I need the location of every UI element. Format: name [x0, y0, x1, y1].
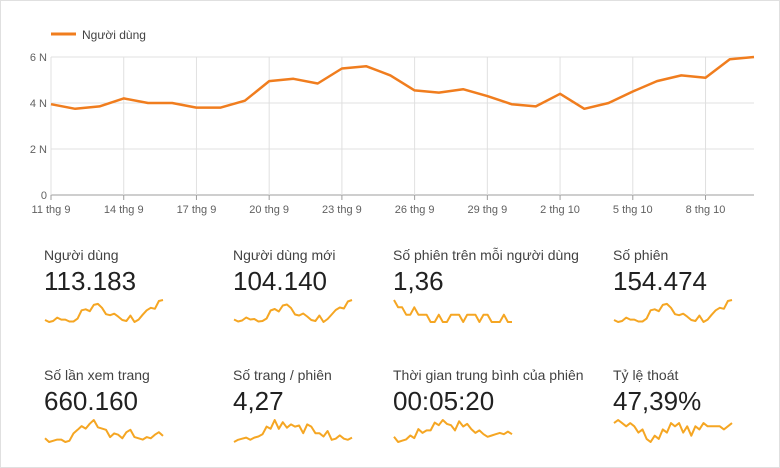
x-tick-label: 2 thg 10 [540, 204, 580, 216]
metric-value: 660.160 [44, 386, 138, 416]
sparkline-path [393, 299, 512, 323]
metric-label: Tỷ lệ thoát [613, 367, 679, 383]
y-tick-label: 0 [41, 190, 47, 202]
x-tick-label: 23 thg 9 [322, 204, 362, 216]
x-tick-label: 29 thg 9 [467, 204, 507, 216]
metric-label: Số phiên trên mỗi người dùng [393, 247, 579, 263]
metric-pageviews[interactable]: Số lần xem trang 660.160 [44, 366, 214, 456]
legend: Người dùng [51, 28, 146, 42]
metric-label: Người dùng mới [233, 247, 336, 263]
metric-bounce-rate[interactable]: Tỷ lệ thoát 47,39% [613, 366, 780, 456]
metric-label: Thời gian trung bình của phiên [393, 367, 584, 383]
sparkline-path [393, 419, 513, 443]
metric-label: Số trang / phiên [233, 367, 332, 383]
metric-pages-per-session[interactable]: Số trang / phiên 4,27 [233, 366, 403, 456]
sparkline-path [613, 299, 733, 323]
metric-sparkline [613, 419, 733, 443]
metric-value: 00:05:20 [393, 386, 495, 416]
sparkline-path [44, 419, 164, 443]
metric-label: Người dùng [44, 247, 119, 263]
metric-value: 47,39% [613, 386, 702, 416]
metric-label: Số lần xem trang [44, 367, 150, 383]
metric-users[interactable]: Người dùng 113.183 [44, 246, 214, 336]
x-tick-label: 17 thg 9 [177, 204, 217, 216]
metric-avg-session-duration[interactable]: Thời gian trung bình của phiên 00:05:20 [393, 366, 584, 456]
sparkline-path [44, 299, 164, 323]
x-tick-label: 8 thg 10 [686, 204, 726, 216]
metric-value: 4,27 [233, 386, 284, 416]
x-tick-label: 20 thg 9 [249, 204, 289, 216]
metric-sparkline [44, 419, 164, 443]
metric-value: 154.474 [613, 266, 707, 296]
legend-label: Người dùng [82, 28, 146, 42]
sparkline-path [233, 419, 353, 443]
metric-sparkline [613, 299, 733, 323]
metric-sparkline [393, 419, 513, 443]
y-tick-label: 2 N [30, 144, 47, 156]
series-line-users [50, 55, 755, 111]
y-tick-label: 6 N [30, 52, 47, 64]
metric-sessions-per-user[interactable]: Số phiên trên mỗi người dùng 1,36 [393, 246, 579, 336]
x-tick-label: 11 thg 9 [32, 204, 71, 216]
metric-value: 113.183 [44, 266, 137, 296]
metric-label: Số phiên [613, 247, 669, 263]
x-tick-label: 26 thg 9 [395, 204, 435, 216]
metric-sessions[interactable]: Số phiên 154.474 [613, 246, 780, 336]
metric-sparkline [233, 419, 353, 443]
metric-value: 104.140 [233, 266, 327, 296]
metric-sparkline [233, 299, 353, 323]
metric-new-users[interactable]: Người dùng mới 104.140 [233, 246, 403, 336]
sparkline-path [233, 299, 353, 323]
metric-sparkline [44, 299, 164, 323]
metric-sparkline [393, 299, 512, 323]
sparkline-path [613, 419, 733, 443]
x-tick-label: 14 thg 9 [104, 204, 144, 216]
y-tick-label: 4 N [30, 98, 47, 110]
users-line-chart: Người dùng 0 2 N 4 N 6 N 11 thg 9 14 thg 9 17 t… [30, 28, 755, 216]
metric-value: 1,36 [393, 266, 444, 296]
x-tick-label: 5 thg 10 [613, 204, 653, 216]
